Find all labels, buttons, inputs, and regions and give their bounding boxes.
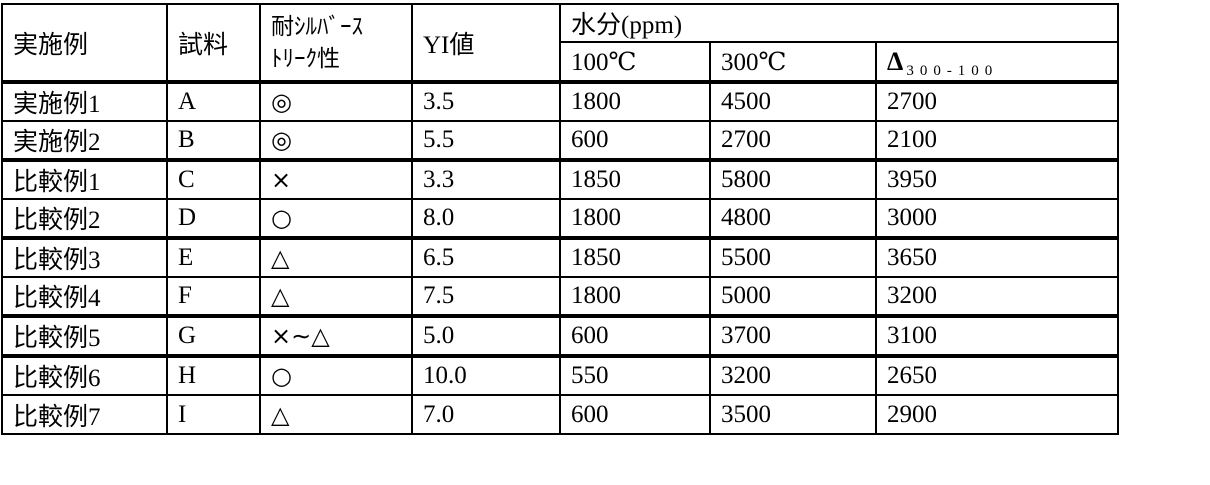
cell-moisture-300c: 3200	[709, 355, 877, 396]
table-row: 比較例7 I △ 7.0 600 3500 2900	[1, 394, 1119, 435]
delta-symbol: Δ	[887, 46, 904, 76]
cell-moisture-100c: 1800	[559, 276, 711, 318]
table-row: 比較例4 F △ 7.5 1800 5000 3200	[1, 276, 1119, 318]
cell-example: 比較例4	[1, 276, 168, 318]
cell-streak-rating: ○	[259, 355, 413, 396]
table-row: 実施例2 B ◎ 5.5 600 2700 2100	[1, 120, 1119, 162]
cell-moisture-delta: 3000	[875, 198, 1119, 240]
cell-yi-value: 8.0	[411, 198, 561, 240]
cell-example: 比較例1	[1, 159, 168, 200]
cell-moisture-delta: 2650	[875, 355, 1119, 396]
cell-moisture-delta: 2900	[875, 394, 1119, 435]
cell-moisture-300c: 5800	[709, 159, 877, 200]
header-silver-streak-line1: 耐ｼﾙﾊﾞｰｽ	[271, 14, 363, 40]
cell-streak-rating: △	[259, 276, 413, 318]
cell-streak-rating: ×∼△	[259, 315, 413, 358]
cell-streak-rating: ×	[259, 159, 413, 200]
cell-yi-value: 7.5	[411, 276, 561, 318]
header-delta: Δ 300-100	[875, 41, 1119, 84]
cell-moisture-300c: 4500	[709, 81, 877, 122]
header-example: 実施例	[1, 3, 168, 84]
cell-streak-rating: ◎	[259, 81, 413, 122]
cell-moisture-100c: 1850	[559, 237, 711, 278]
cell-streak-rating: ◎	[259, 120, 413, 162]
table-row: 比較例2 D ○ 8.0 1800 4800 3000	[1, 198, 1119, 240]
cell-moisture-300c: 3700	[709, 315, 877, 358]
cell-moisture-delta: 3200	[875, 276, 1119, 318]
cell-moisture-delta: 3950	[875, 159, 1119, 200]
cell-sample: E	[166, 237, 261, 278]
header-100c: 100℃	[559, 41, 711, 84]
cell-sample: H	[166, 355, 261, 396]
cell-yi-value: 3.3	[411, 159, 561, 200]
cell-example: 実施例1	[1, 81, 168, 122]
delta-subscript: 300-100	[906, 62, 999, 79]
cell-moisture-delta: 3650	[875, 237, 1119, 278]
cell-example: 比較例3	[1, 237, 168, 278]
cell-moisture-100c: 600	[559, 120, 711, 162]
cell-moisture-100c: 550	[559, 355, 711, 396]
cell-yi-value: 7.0	[411, 394, 561, 435]
table-row: 比較例1 C × 3.3 1850 5800 3950	[1, 159, 1119, 200]
header-row-sub: 100℃ 300℃ Δ 300-100	[2, 41, 1119, 84]
cell-moisture-300c: 3500	[709, 394, 877, 435]
cell-streak-rating: ○	[259, 198, 413, 240]
header-sample: 試料	[166, 3, 261, 84]
cell-streak-rating: △	[259, 394, 413, 435]
cell-yi-value: 5.5	[411, 120, 561, 162]
header-yi: YI値	[411, 3, 561, 84]
table-row: 比較例3 E △ 6.5 1850 5500 3650	[1, 237, 1119, 278]
cell-moisture-delta: 2700	[875, 81, 1119, 122]
header-row-top: 実施例 試料 耐ｼﾙﾊﾞｰｽ ﾄﾘｰｸ性 YI値 水分(ppm)	[1, 3, 1119, 84]
header-moisture: 水分(ppm)	[559, 3, 1119, 43]
header-silver-streak-line2: ﾄﾘｰｸ性	[271, 45, 340, 71]
table-row: 実施例1 A ◎ 3.5 1800 4500 2700	[1, 81, 1119, 122]
cell-moisture-delta: 3100	[875, 315, 1119, 358]
cell-example: 比較例7	[1, 394, 168, 435]
cell-yi-value: 5.0	[411, 315, 561, 358]
cell-moisture-100c: 600	[559, 394, 711, 435]
cell-example: 比較例5	[1, 315, 168, 358]
table-row: 比較例6 H ○ 10.0 550 3200 2650	[1, 355, 1119, 396]
cell-example: 比較例6	[1, 355, 168, 396]
cell-moisture-300c: 2700	[709, 120, 877, 162]
cell-moisture-100c: 1850	[559, 159, 711, 200]
cell-moisture-100c: 600	[559, 315, 711, 358]
results-table: 実施例 試料 耐ｼﾙﾊﾞｰｽ ﾄﾘｰｸ性 YI値 水分(ppm) 100℃ 30…	[1, 3, 1119, 435]
cell-sample: G	[166, 315, 261, 358]
cell-moisture-100c: 1800	[559, 198, 711, 240]
cell-moisture-300c: 5000	[709, 276, 877, 318]
header-silver-streak: 耐ｼﾙﾊﾞｰｽ ﾄﾘｰｸ性	[259, 3, 413, 84]
cell-sample: B	[166, 120, 261, 162]
cell-streak-rating: △	[259, 237, 413, 278]
cell-yi-value: 6.5	[411, 237, 561, 278]
cell-moisture-300c: 4800	[709, 198, 877, 240]
header-300c: 300℃	[709, 41, 877, 84]
cell-moisture-delta: 2100	[875, 120, 1119, 162]
cell-moisture-100c: 1800	[559, 81, 711, 122]
cell-yi-value: 10.0	[411, 355, 561, 396]
cell-moisture-300c: 5500	[709, 237, 877, 278]
cell-sample: F	[166, 276, 261, 318]
table-row: 比較例5 G ×∼△ 5.0 600 3700 3100	[1, 315, 1119, 358]
cell-sample: A	[166, 81, 261, 122]
cell-yi-value: 3.5	[411, 81, 561, 122]
cell-sample: C	[166, 159, 261, 200]
cell-example: 実施例2	[1, 120, 168, 162]
cell-example: 比較例2	[1, 198, 168, 240]
cell-sample: D	[166, 198, 261, 240]
cell-sample: I	[166, 394, 261, 435]
